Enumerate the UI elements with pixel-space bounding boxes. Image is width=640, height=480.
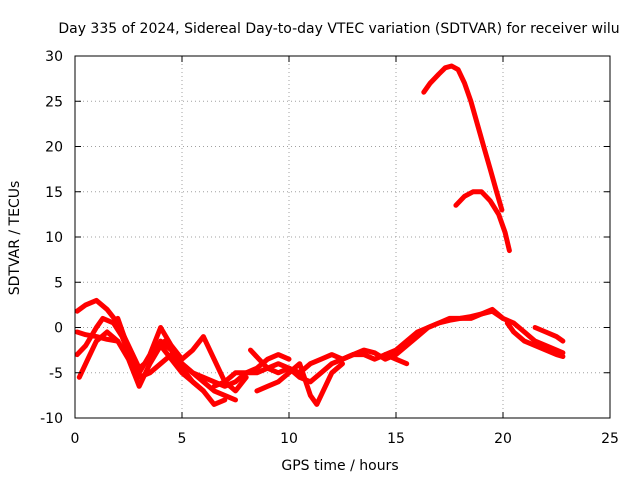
y-tick-label: 0 — [54, 321, 63, 337]
chart-title: Day 335 of 2024, Sidereal Day-to-day VTE… — [58, 21, 619, 37]
series-line-track-9 — [254, 361, 345, 407]
y-tick-label: 15 — [45, 185, 63, 201]
series-group — [74, 63, 566, 407]
grid — [75, 56, 610, 418]
y-tick-label: -5 — [49, 366, 63, 382]
series-line-track-7 — [211, 352, 356, 389]
x-tick-labels: 0 5 10 15 20 25 — [71, 431, 619, 447]
series-line-track-13 — [532, 325, 566, 344]
y-axis-label: SDTVAR / TECUs — [7, 181, 23, 296]
series-line-track-12 — [504, 320, 566, 359]
y-tick-label: 5 — [54, 275, 63, 291]
x-tick-label: 0 — [71, 431, 80, 447]
y-tick-labels: -10 -5 0 5 10 15 20 25 30 — [40, 49, 63, 427]
x-tick-label: 20 — [494, 431, 512, 447]
x-tick-label: 10 — [280, 431, 298, 447]
series-line-track-6 — [162, 338, 292, 389]
x-tick-label: 25 — [601, 431, 619, 447]
series-line-track-4 — [74, 329, 121, 344]
y-tick-label: 30 — [45, 49, 63, 65]
y-tick-label: 20 — [45, 140, 63, 156]
y-tick-label: 25 — [45, 94, 63, 110]
x-tick-label: 5 — [178, 431, 187, 447]
x-tick-label: 15 — [387, 431, 405, 447]
series-line-track-11 — [382, 306, 506, 358]
series-line-track-14 — [421, 63, 505, 213]
x-axis-label: GPS time / hours — [281, 458, 398, 474]
y-tick-label: -10 — [40, 411, 63, 427]
ticks — [74, 55, 611, 419]
y-tick-label: 10 — [45, 230, 63, 246]
series-line-track-15 — [453, 189, 512, 254]
